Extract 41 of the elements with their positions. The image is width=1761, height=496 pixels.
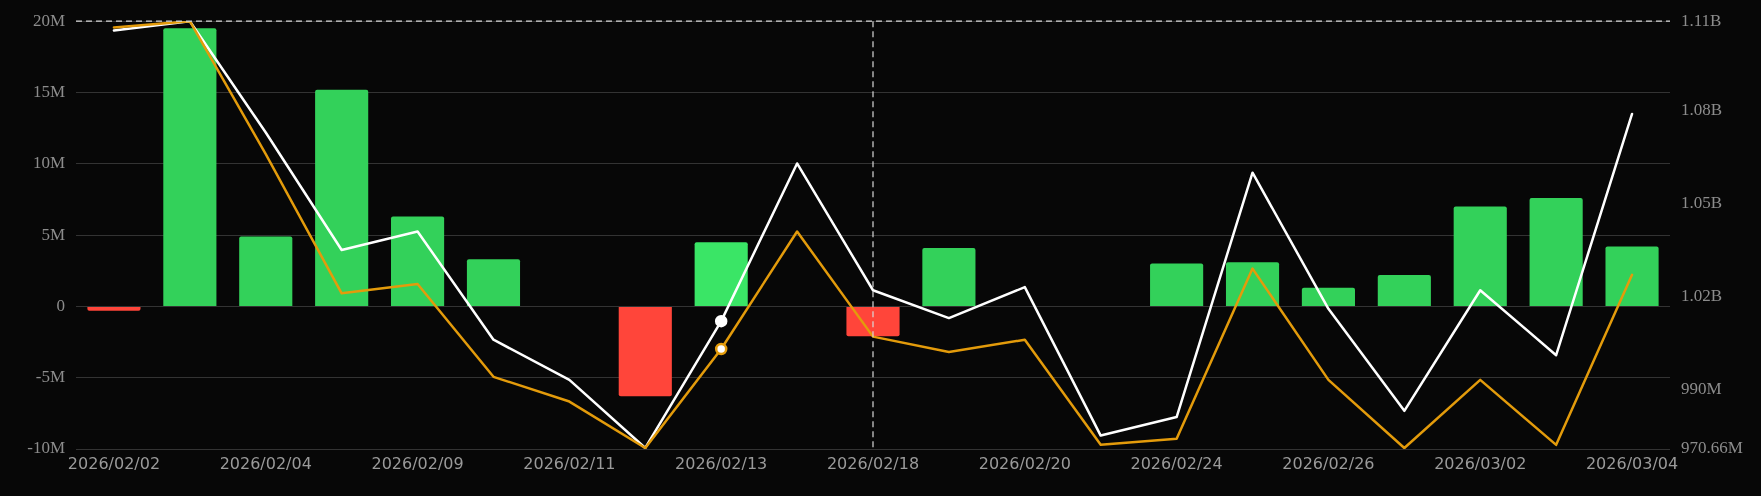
x-tick-label: 2026/02/09 xyxy=(371,453,464,473)
bar xyxy=(1150,263,1204,306)
bar xyxy=(1529,198,1583,306)
bar xyxy=(163,28,217,306)
x-tick-label: 2026/03/02 xyxy=(1434,453,1527,473)
y2-tick-label: 1.08B xyxy=(1681,100,1723,120)
bar xyxy=(315,89,369,306)
x-tick-label: 2026/02/18 xyxy=(826,453,920,473)
x-tick-label: 2026/02/24 xyxy=(1130,453,1223,473)
y-tick-label: 5M xyxy=(41,224,65,244)
x-tick-label: 2026/02/02 xyxy=(67,453,161,473)
y-tick-label: 20M xyxy=(32,10,65,30)
bar xyxy=(922,247,976,306)
bar xyxy=(1605,246,1659,306)
x-tick-label: 2026/02/26 xyxy=(1282,453,1375,473)
y-tick-label: 10M xyxy=(32,153,65,173)
x-tick-label: 2026/02/04 xyxy=(219,453,312,473)
bar xyxy=(391,216,445,306)
x-tick-label: 2026/02/13 xyxy=(675,453,768,473)
y2-tick-label: 990M xyxy=(1681,378,1722,398)
y2-tick-label: 970.66M xyxy=(1681,438,1743,458)
y-tick-label: 15M xyxy=(32,81,65,101)
bar xyxy=(1377,275,1431,306)
bar xyxy=(618,306,672,397)
bar xyxy=(1225,262,1280,306)
bar xyxy=(87,306,141,311)
x-tick-label: 2026/03/04 xyxy=(1585,453,1679,473)
y-tick-label: -10M xyxy=(27,438,65,458)
y2-tick-label: 1.05B xyxy=(1681,193,1723,213)
y-tick-label: -5M xyxy=(35,367,65,387)
bar xyxy=(1453,206,1507,306)
x-tick-label: 2026/02/20 xyxy=(978,453,1071,473)
y2-tick-label: 1.11B xyxy=(1681,10,1722,30)
y-tick-label: 0 xyxy=(56,295,65,315)
bar xyxy=(1301,287,1355,306)
bar xyxy=(466,259,521,306)
bar xyxy=(239,236,293,306)
bar xyxy=(694,242,748,306)
bar xyxy=(846,306,900,337)
y2-tick-label: 1.02B xyxy=(1681,285,1723,305)
x-tick-label: 2026/02/11 xyxy=(523,453,616,473)
